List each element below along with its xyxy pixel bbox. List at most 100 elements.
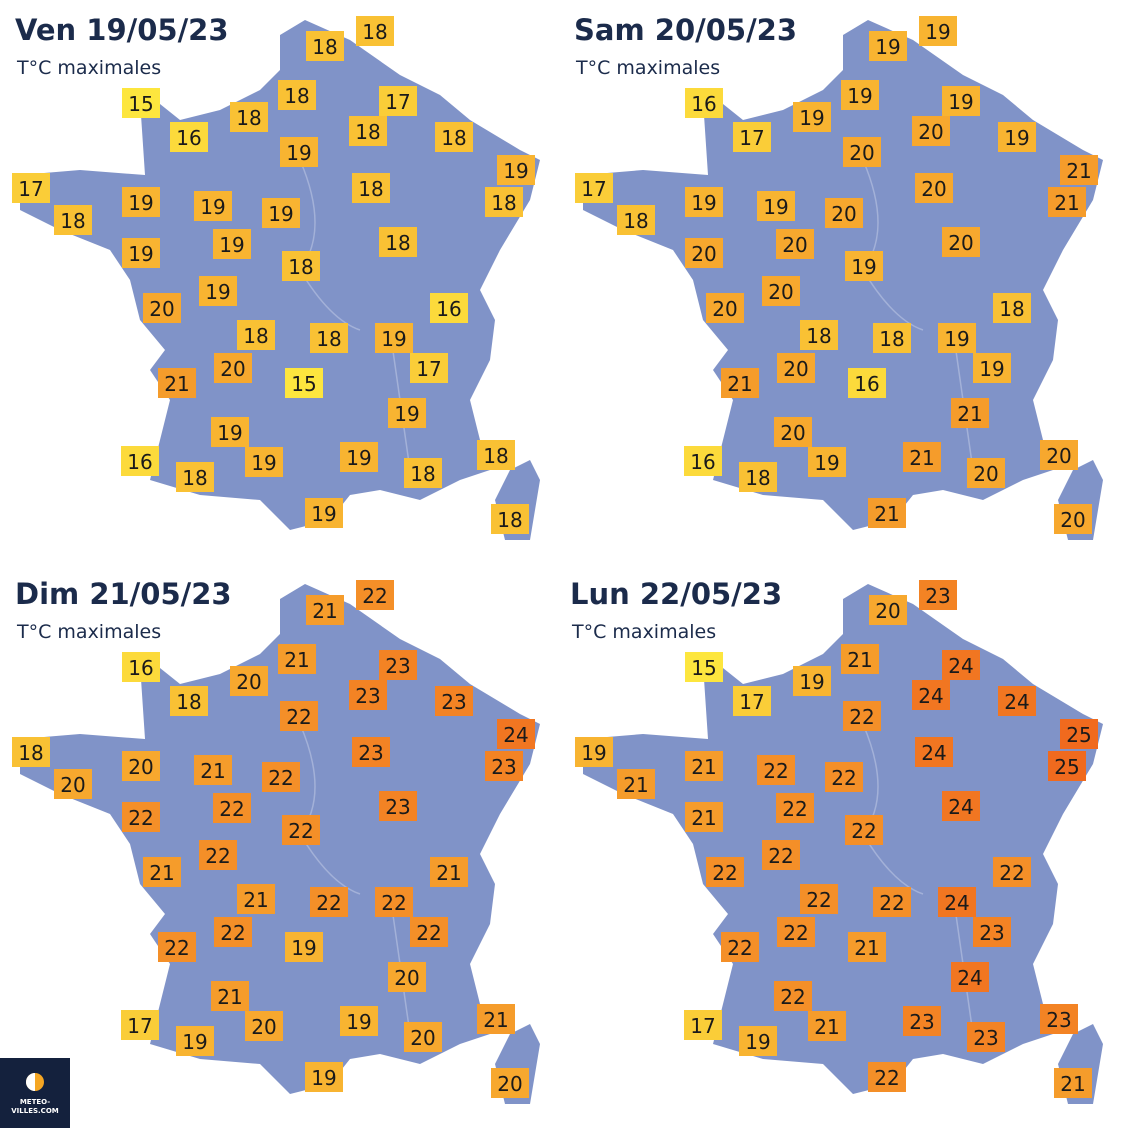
temp-box bbox=[262, 198, 300, 228]
temp-box bbox=[808, 447, 846, 477]
temp-box bbox=[967, 1022, 1005, 1052]
temp-label: 21 bbox=[243, 888, 268, 912]
temp-label: 18 bbox=[243, 324, 268, 348]
temp-label: 19 bbox=[311, 1066, 336, 1090]
temp-label: 15 bbox=[691, 656, 716, 680]
temp-label: 22 bbox=[999, 861, 1024, 885]
temp-box bbox=[143, 293, 181, 323]
map-subtitle: T°C maximales bbox=[571, 621, 716, 643]
temp-label: 21 bbox=[149, 861, 174, 885]
temp-box bbox=[158, 368, 196, 398]
temp-label: 19 bbox=[851, 255, 876, 279]
temp-box bbox=[685, 802, 723, 832]
temp-box bbox=[375, 887, 413, 917]
temp-label: 16 bbox=[691, 92, 716, 116]
temp-box bbox=[435, 686, 473, 716]
temp-label: 24 bbox=[503, 723, 528, 747]
temp-label: 19 bbox=[799, 670, 824, 694]
temp-box bbox=[739, 1026, 777, 1056]
temp-label: 21 bbox=[1066, 159, 1091, 183]
temp-label: 17 bbox=[385, 90, 410, 114]
temp-label: 22 bbox=[220, 921, 245, 945]
temp-box bbox=[998, 122, 1036, 152]
temp-label: 19 bbox=[814, 451, 839, 475]
temp-box bbox=[942, 227, 980, 257]
temp-label: 19 bbox=[205, 280, 230, 304]
logo-bg bbox=[0, 1058, 70, 1128]
temp-box bbox=[951, 962, 989, 992]
temp-label: 19 bbox=[799, 106, 824, 130]
temp-box bbox=[762, 840, 800, 870]
temp-label: 20 bbox=[921, 177, 946, 201]
temp-label: 18 bbox=[182, 466, 207, 490]
temp-label: 16 bbox=[176, 126, 201, 150]
temp-box bbox=[477, 440, 515, 470]
temp-box bbox=[388, 962, 426, 992]
map-title: Sam 20/05/23 bbox=[574, 13, 797, 47]
temp-box bbox=[485, 751, 523, 781]
temp-box bbox=[477, 1004, 515, 1034]
temp-label: 21 bbox=[909, 446, 934, 470]
temp-label: 20 bbox=[831, 202, 856, 226]
temp-label: 22 bbox=[849, 705, 874, 729]
temp-label: 20 bbox=[220, 357, 245, 381]
temp-box bbox=[410, 353, 448, 383]
temp-box bbox=[998, 686, 1036, 716]
temp-label: 19 bbox=[128, 191, 153, 215]
temp-label: 21 bbox=[1054, 191, 1079, 215]
temp-box bbox=[777, 917, 815, 947]
temp-box bbox=[170, 686, 208, 716]
temp-box bbox=[873, 887, 911, 917]
temp-label: 21 bbox=[854, 936, 879, 960]
temp-label: 22 bbox=[316, 891, 341, 915]
temp-box bbox=[774, 981, 812, 1011]
temp-box bbox=[873, 323, 911, 353]
temp-box bbox=[912, 116, 950, 146]
temp-box bbox=[237, 320, 275, 350]
temp-label: 15 bbox=[128, 92, 153, 116]
temp-box bbox=[793, 102, 831, 132]
temp-label: 23 bbox=[1046, 1008, 1071, 1032]
temp-label: 25 bbox=[1054, 755, 1079, 779]
temp-box bbox=[843, 137, 881, 167]
temp-box bbox=[1054, 1068, 1092, 1098]
temp-box bbox=[305, 1062, 343, 1092]
temp-label: 19 bbox=[128, 242, 153, 266]
temp-box bbox=[575, 173, 613, 203]
map-subtitle: T°C maximales bbox=[16, 621, 161, 643]
temp-box bbox=[942, 650, 980, 680]
temp-label: 19 bbox=[503, 159, 528, 183]
temp-label: 23 bbox=[491, 755, 516, 779]
temp-label: 19 bbox=[182, 1030, 207, 1054]
temp-box bbox=[774, 417, 812, 447]
temp-label: 23 bbox=[973, 1026, 998, 1050]
temp-label: 18 bbox=[176, 690, 201, 714]
temp-label: 18 bbox=[745, 466, 770, 490]
temp-label: 19 bbox=[847, 84, 872, 108]
temp-box bbox=[825, 762, 863, 792]
temp-box bbox=[776, 229, 814, 259]
temp-box bbox=[176, 1026, 214, 1056]
temp-label: 19 bbox=[944, 327, 969, 351]
temp-box bbox=[777, 353, 815, 383]
temp-label: 18 bbox=[483, 444, 508, 468]
temp-box bbox=[352, 737, 390, 767]
temp-label: 22 bbox=[268, 766, 293, 790]
temp-box bbox=[757, 755, 795, 785]
temp-box bbox=[285, 368, 323, 398]
temp-box bbox=[685, 88, 723, 118]
temp-box bbox=[1048, 187, 1086, 217]
temp-box bbox=[122, 238, 160, 268]
temp-box bbox=[903, 442, 941, 472]
temp-label: 21 bbox=[164, 372, 189, 396]
temp-box bbox=[310, 887, 348, 917]
temp-label: 19 bbox=[346, 446, 371, 470]
temp-box bbox=[122, 751, 160, 781]
temp-label: 22 bbox=[768, 844, 793, 868]
temp-box bbox=[938, 323, 976, 353]
temp-label: 21 bbox=[483, 1008, 508, 1032]
temp-label: 23 bbox=[358, 741, 383, 765]
temp-label: 19 bbox=[948, 90, 973, 114]
